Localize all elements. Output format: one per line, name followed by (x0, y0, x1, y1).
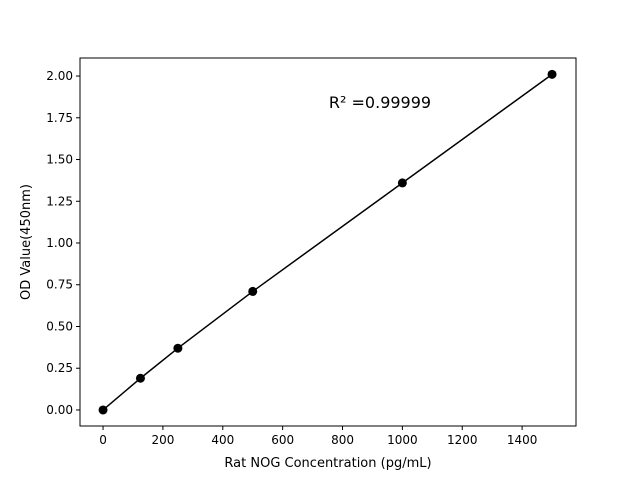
x-tick-label: 0 (99, 433, 107, 447)
x-tick-label: 1400 (507, 433, 538, 447)
series-line (102, 73, 553, 411)
x-tick-label: 1200 (447, 433, 478, 447)
data-point (248, 286, 258, 296)
plot-frame (79, 57, 577, 427)
x-tick-label: 400 (211, 433, 234, 447)
y-tick-label: 2.00 (46, 69, 73, 83)
data-point (547, 69, 557, 79)
x-tick-label: 600 (271, 433, 294, 447)
data-point (173, 343, 183, 353)
y-tick-label: 0.00 (46, 403, 73, 417)
data-point (135, 373, 145, 383)
y-axis-label: OD Value(450nm) (19, 184, 34, 300)
y-tick-label: 0.50 (46, 319, 73, 333)
x-axis-label: Rat NOG Concentration (pg/mL) (224, 456, 431, 471)
x-tick-label: 200 (151, 433, 174, 447)
y-tick-label: 0.25 (46, 361, 73, 375)
y-tick-label: 1.50 (46, 153, 73, 167)
x-tick-label: 1000 (387, 433, 418, 447)
y-tick-label: 0.75 (46, 278, 73, 292)
r-squared-annotation: R² =0.99999 (329, 93, 431, 112)
y-tick-label: 1.00 (46, 236, 73, 250)
y-tick-label: 1.25 (46, 194, 73, 208)
data-point (397, 178, 407, 188)
y-tick-label: 1.75 (46, 111, 73, 125)
data-point (98, 405, 108, 415)
x-tick-label: 800 (331, 433, 354, 447)
